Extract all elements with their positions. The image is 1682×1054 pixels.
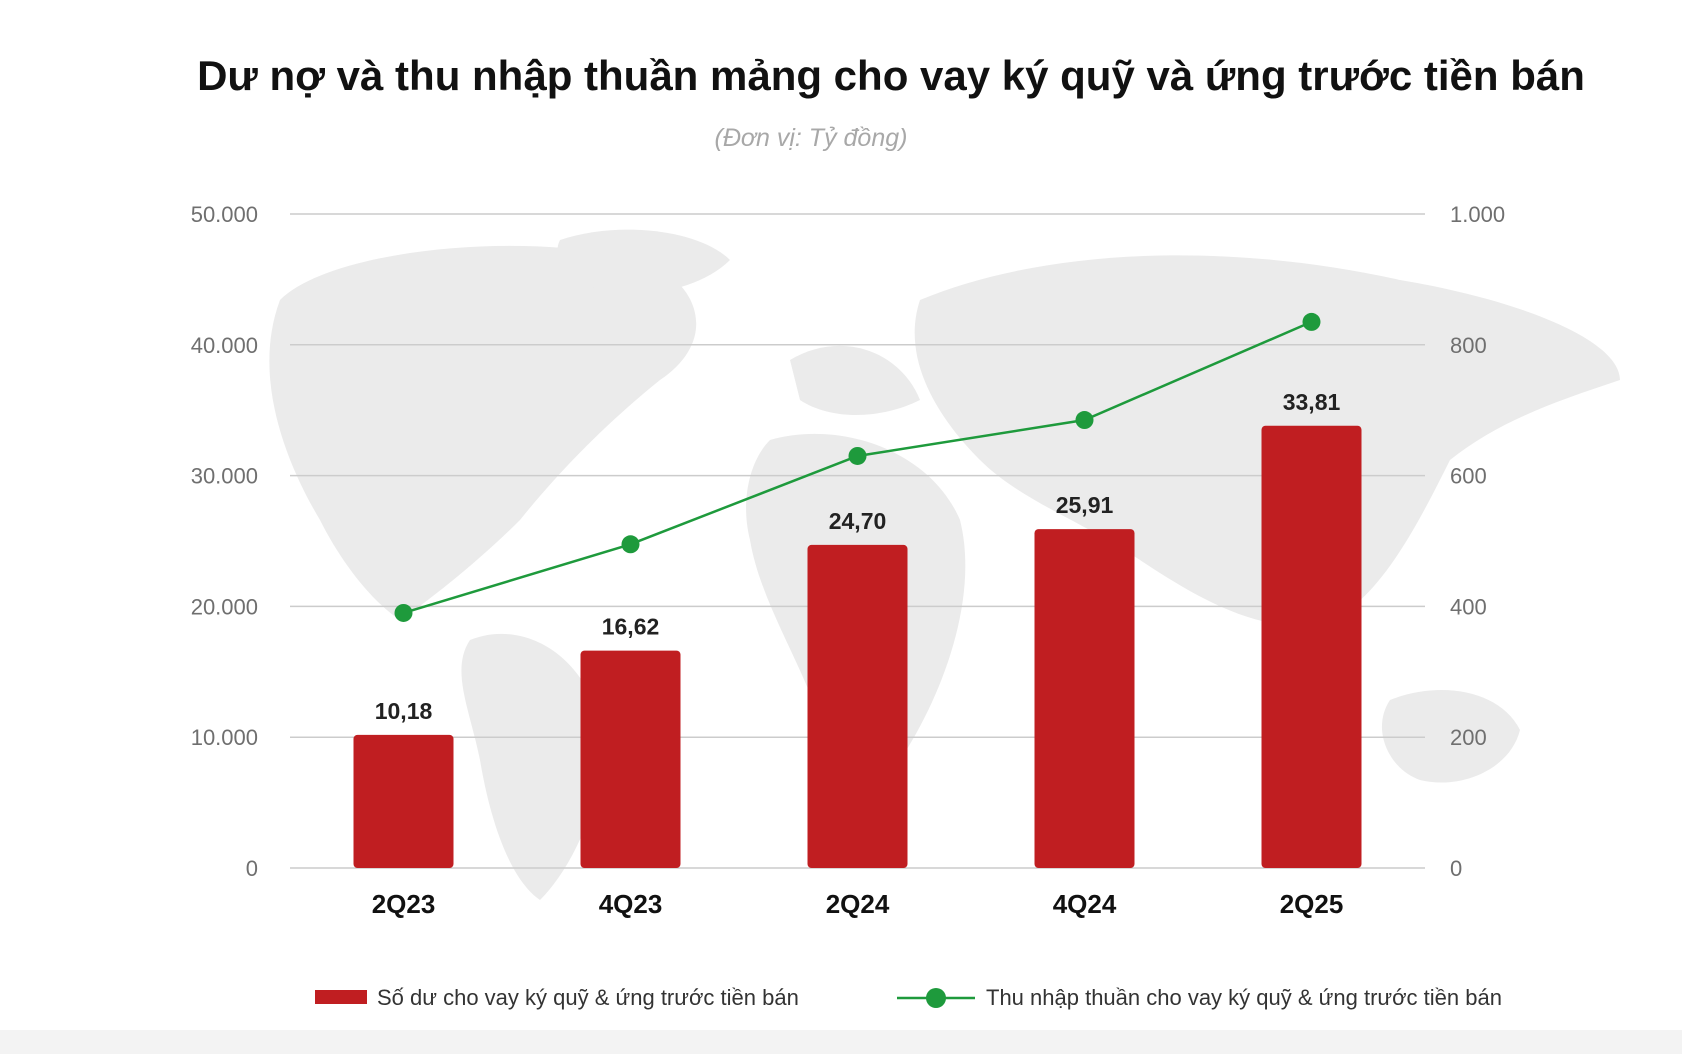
left-tick-label: 10.000 (191, 725, 258, 750)
left-tick-label: 30.000 (191, 464, 258, 489)
right-tick-label: 800 (1450, 333, 1487, 358)
left-tick-label: 40.000 (191, 333, 258, 358)
bar-series (353, 425, 1362, 868)
bar (1034, 529, 1135, 868)
category-labels: 2Q23 4Q23 2Q24 4Q24 2Q25 (372, 889, 1344, 919)
right-tick-label: 600 (1450, 464, 1487, 489)
bar-data-labels: 10,18 16,62 24,70 25,91 33,81 (375, 389, 1341, 724)
right-tick-label: 200 (1450, 725, 1487, 750)
map-region (269, 245, 697, 620)
map-region (790, 345, 920, 415)
line-point (1302, 312, 1321, 331)
left-axis-ticks: 0 10.000 20.000 30.000 40.000 50.000 (191, 202, 258, 881)
legend: Số dư cho vay ký quỹ & ứng trước tiền bá… (315, 985, 1502, 1010)
right-axis-ticks: 0 200 400 600 800 1.000 (1450, 202, 1505, 881)
bar-data-label: 33,81 (1283, 389, 1341, 415)
legend-bar-swatch (315, 990, 367, 1004)
map-region (461, 633, 602, 900)
map-region (557, 229, 730, 294)
line-series (394, 312, 1321, 622)
left-tick-label: 0 (246, 856, 258, 881)
bar-data-label: 25,91 (1056, 492, 1114, 518)
line-point (394, 603, 413, 622)
chart-subtitle: (Đơn vị: Tỷ đồng) (714, 124, 908, 152)
right-tick-label: 0 (1450, 856, 1462, 881)
bar (807, 544, 908, 868)
bar (1261, 425, 1362, 868)
line-point (621, 535, 640, 554)
legend-line-label: Thu nhập thuần cho vay ký quỹ & ứng trướ… (986, 985, 1502, 1010)
bar (580, 650, 681, 868)
category-label: 2Q25 (1280, 889, 1344, 919)
chart-title: Dư nợ và thu nhập thuần mảng cho vay ký … (197, 52, 1585, 99)
legend-line-marker (926, 988, 946, 1008)
world-map-background (269, 229, 1620, 900)
line-point (848, 446, 867, 465)
bar (353, 734, 454, 868)
map-region (1381, 690, 1520, 783)
bar-data-label: 16,62 (602, 614, 660, 640)
category-label: 2Q24 (826, 889, 890, 919)
bar-data-label: 10,18 (375, 698, 433, 724)
left-tick-label: 50.000 (191, 202, 258, 227)
legend-bar-label: Số dư cho vay ký quỹ & ứng trước tiền bá… (377, 985, 799, 1010)
category-label: 2Q23 (372, 889, 436, 919)
bottom-strip (0, 1030, 1682, 1054)
left-tick-label: 20.000 (191, 594, 258, 619)
right-tick-label: 400 (1450, 594, 1487, 619)
category-label: 4Q23 (599, 889, 663, 919)
right-tick-label: 1.000 (1450, 202, 1505, 227)
category-label: 4Q24 (1053, 889, 1117, 919)
line-point (1075, 411, 1094, 430)
bar-data-label: 24,70 (829, 508, 887, 534)
